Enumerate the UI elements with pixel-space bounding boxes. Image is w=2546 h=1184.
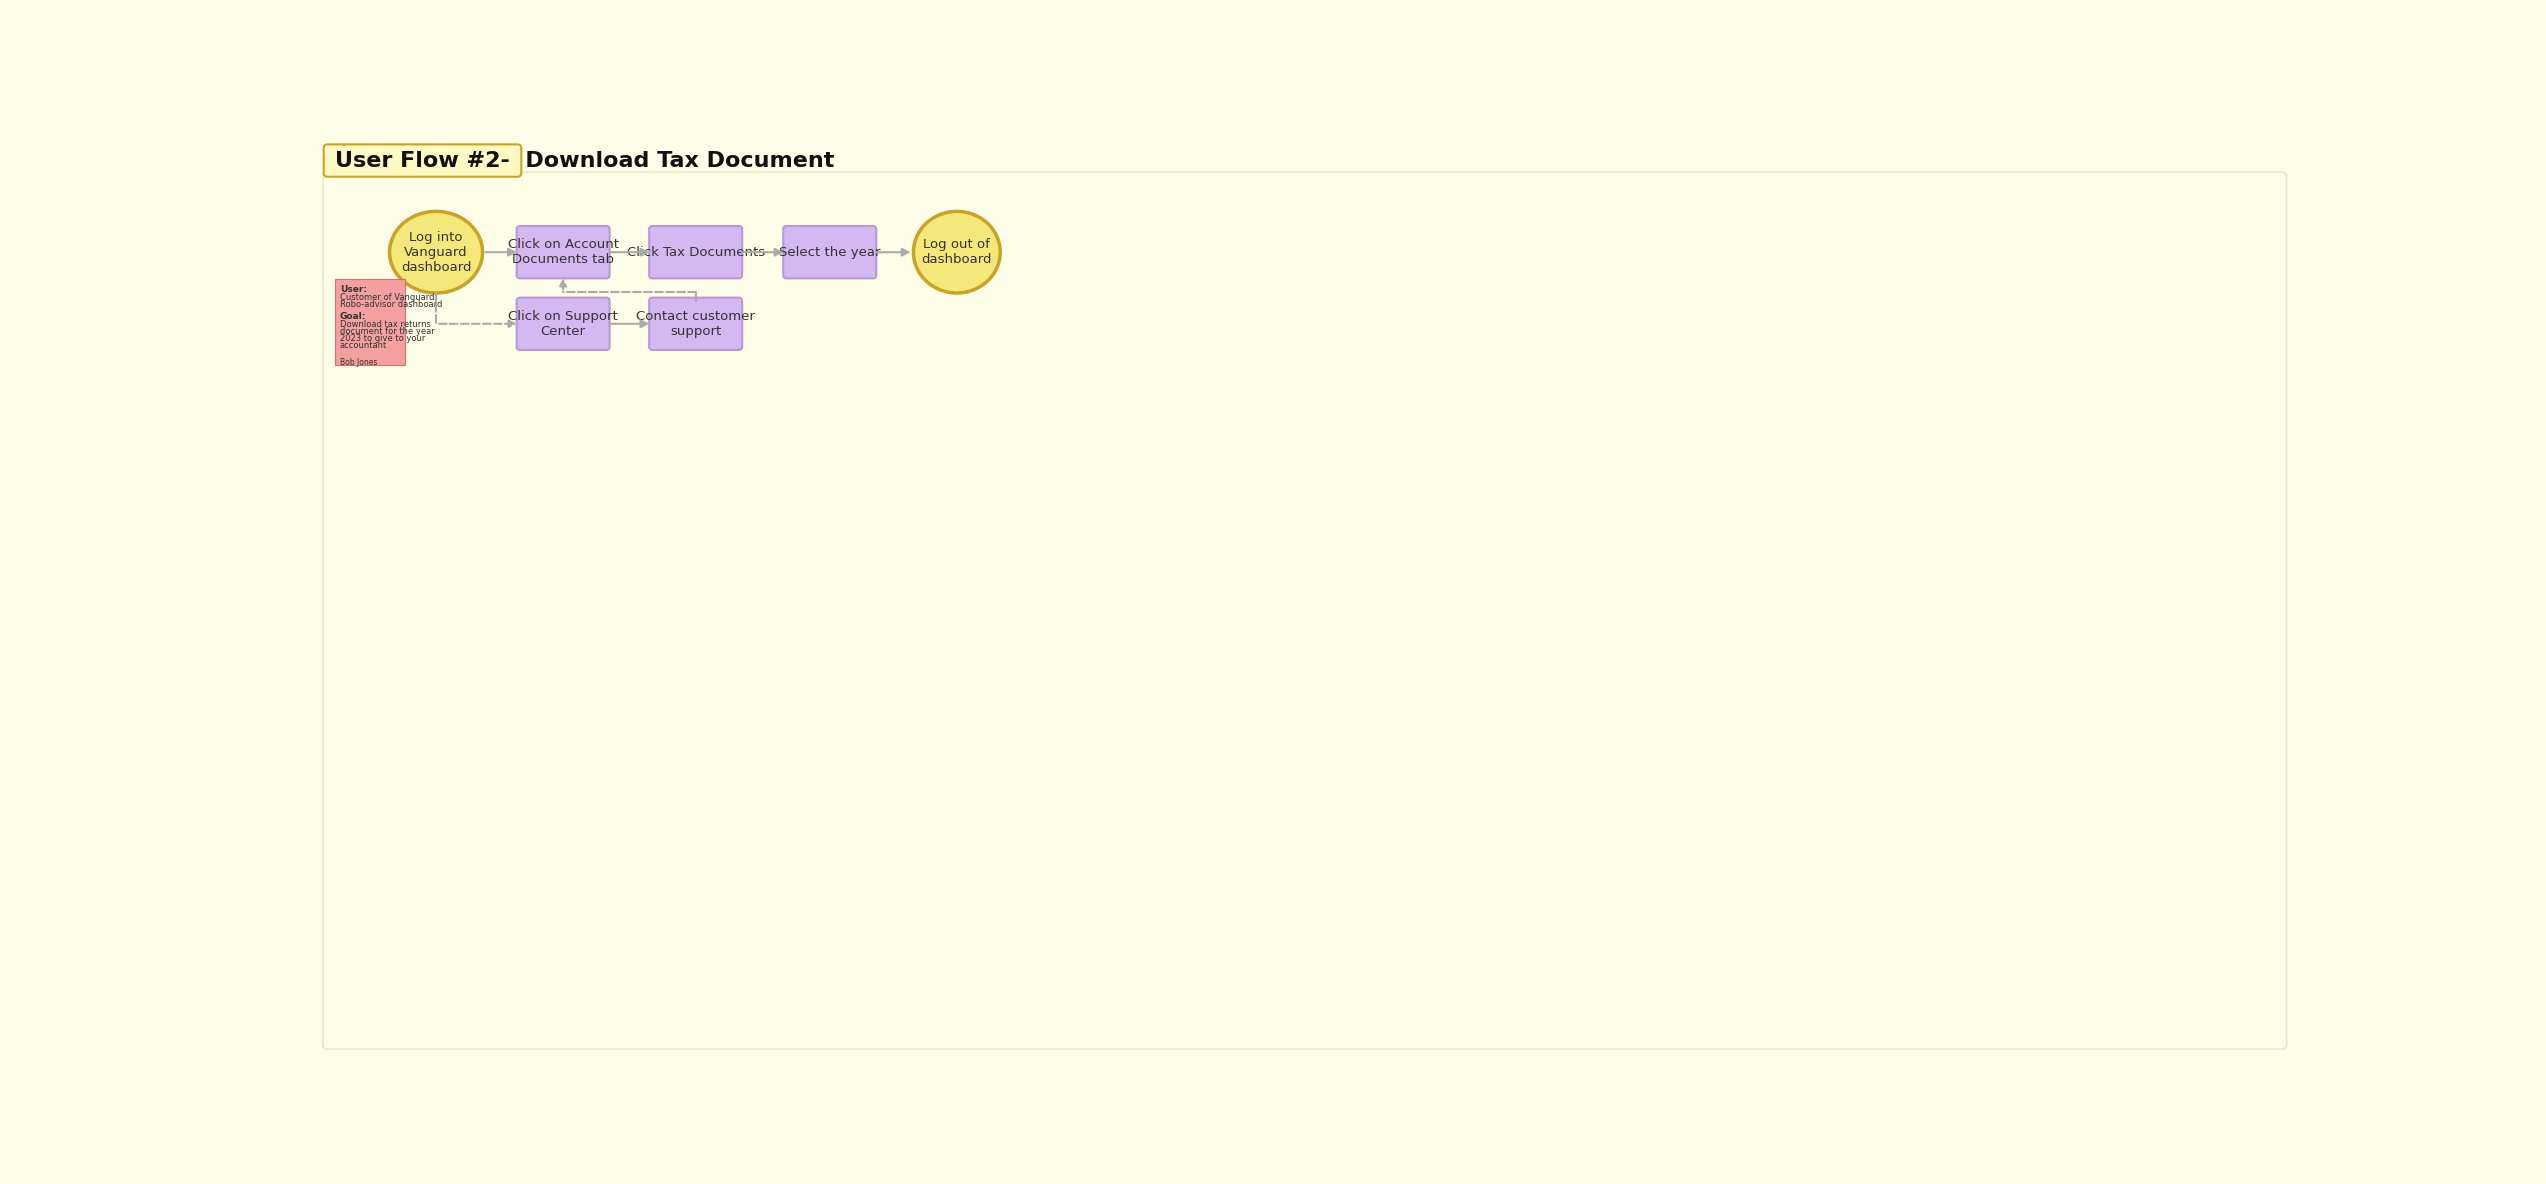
Text: Select the year: Select the year: [779, 246, 881, 258]
Ellipse shape: [390, 212, 484, 292]
FancyBboxPatch shape: [336, 279, 405, 366]
FancyBboxPatch shape: [323, 172, 2286, 1049]
Text: Download tax returns: Download tax returns: [341, 320, 430, 329]
Text: Bob Jones: Bob Jones: [341, 359, 377, 367]
FancyBboxPatch shape: [323, 144, 522, 176]
FancyBboxPatch shape: [517, 297, 608, 350]
FancyBboxPatch shape: [517, 226, 608, 278]
Text: 2023 to give to your: 2023 to give to your: [341, 334, 425, 343]
Text: Customer of Vanguard: Customer of Vanguard: [341, 292, 435, 302]
FancyBboxPatch shape: [784, 226, 876, 278]
Text: Robo-advisor dashboard: Robo-advisor dashboard: [341, 300, 443, 309]
Text: Click on Account
Documents tab: Click on Account Documents tab: [507, 238, 619, 266]
Text: accountant: accountant: [341, 341, 387, 349]
FancyBboxPatch shape: [649, 226, 743, 278]
Text: document for the year: document for the year: [341, 327, 435, 336]
Text: User:: User:: [341, 285, 367, 295]
FancyBboxPatch shape: [649, 297, 743, 350]
Text: Click Tax Documents: Click Tax Documents: [626, 246, 764, 258]
Text: User Flow #2-  Download Tax Document: User Flow #2- Download Tax Document: [336, 150, 835, 170]
Text: Log out of
dashboard: Log out of dashboard: [922, 238, 993, 266]
Text: Contact customer
support: Contact customer support: [636, 310, 756, 337]
Text: Log into
Vanguard
dashboard: Log into Vanguard dashboard: [400, 231, 471, 274]
Text: Goal:: Goal:: [341, 313, 367, 321]
Text: Click on Support
Center: Click on Support Center: [509, 310, 619, 337]
Ellipse shape: [914, 212, 1001, 292]
